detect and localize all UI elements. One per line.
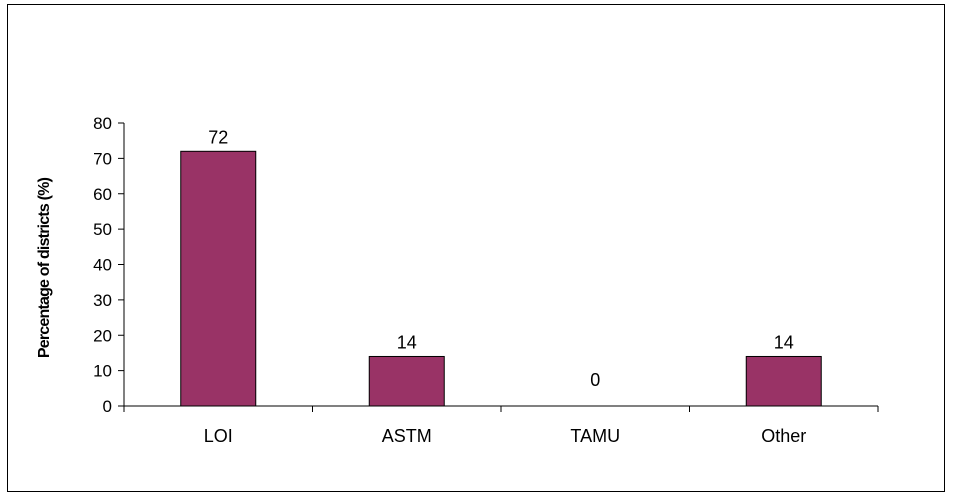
y-tick-label: 30 bbox=[93, 291, 112, 310]
data-label-loi: 72 bbox=[208, 127, 228, 147]
bar-loi bbox=[180, 150, 257, 407]
bars bbox=[180, 150, 822, 407]
data-label-tamu: 0 bbox=[590, 370, 600, 390]
category-label-loi: LOI bbox=[204, 426, 233, 446]
y-tick-label: 0 bbox=[103, 397, 112, 416]
category-label-tamu: TAMU bbox=[570, 426, 620, 446]
data-labels: 72 14 0 14 bbox=[208, 127, 794, 390]
y-tick-label: 20 bbox=[93, 326, 112, 345]
chart-frame bbox=[7, 4, 945, 492]
category-label-astm: ASTM bbox=[382, 426, 432, 446]
y-tick-label: 60 bbox=[93, 185, 112, 204]
y-tick-label: 80 bbox=[93, 114, 112, 133]
data-label-other: 14 bbox=[774, 332, 794, 352]
y-tick-label: 10 bbox=[93, 362, 112, 381]
y-tick-label: 40 bbox=[93, 256, 112, 275]
bar-other bbox=[745, 355, 822, 407]
bar-astm bbox=[368, 355, 445, 407]
data-label-astm: 14 bbox=[397, 332, 417, 352]
y-tick-label: 70 bbox=[93, 149, 112, 168]
y-tick-label: 50 bbox=[93, 220, 112, 239]
category-label-other: Other bbox=[761, 426, 806, 446]
category-labels: LOI ASTM TAMU Other bbox=[204, 426, 807, 446]
y-ticks: 0 10 20 30 40 50 60 70 80 bbox=[93, 114, 124, 416]
x-ticks bbox=[123, 406, 879, 412]
y-axis-title: Percentage of districts (%) bbox=[36, 177, 53, 358]
